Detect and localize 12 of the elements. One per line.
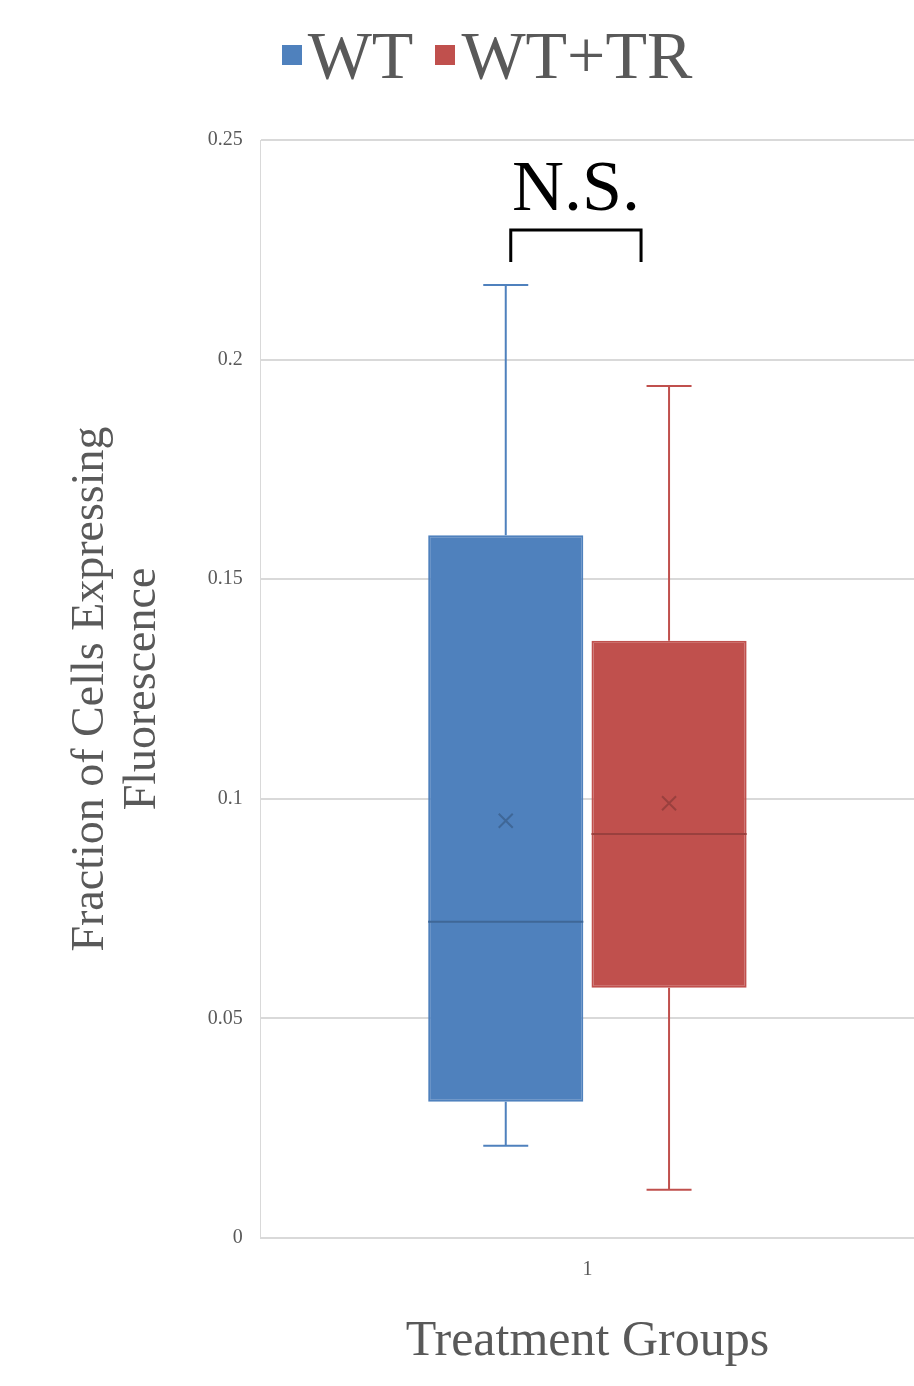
y-tick-label: 0.05 xyxy=(207,1005,243,1028)
y-axis-title: Fraction of Cells Expressing Fluorescence xyxy=(61,426,166,952)
x-tick-label: 1 xyxy=(582,1257,593,1280)
x-axis-title: Treatment Groups xyxy=(405,1310,770,1367)
y-tick-label: 0.1 xyxy=(217,786,243,809)
y-tick-label: 0 xyxy=(232,1225,243,1248)
legend-label: WT+TR xyxy=(461,17,693,93)
annotation: N.S. xyxy=(511,145,640,226)
y-tick-label: 0.2 xyxy=(217,346,243,369)
y-tick-label: 0.25 xyxy=(207,127,243,150)
legend-label: WT xyxy=(307,17,414,93)
y-tick-label: 0.15 xyxy=(207,566,243,589)
